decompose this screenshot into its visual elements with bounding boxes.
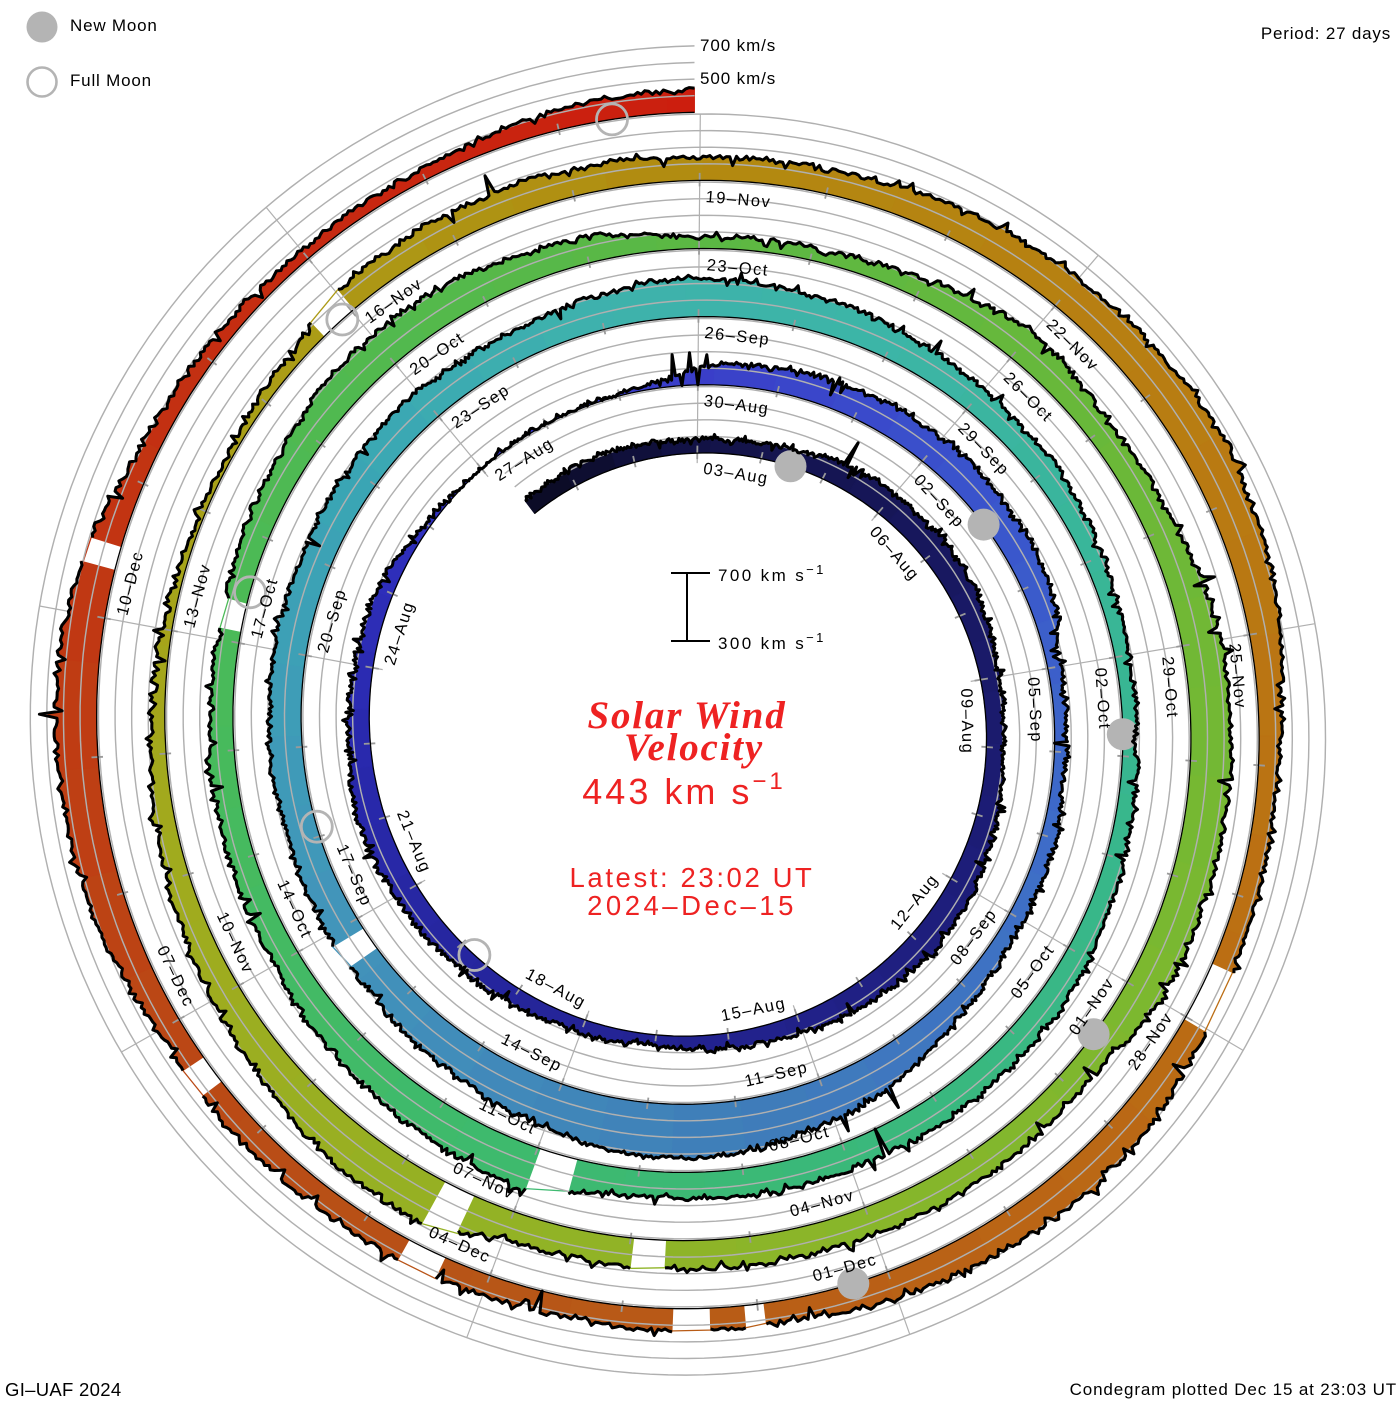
svg-text:2024–Dec–15: 2024–Dec–15 xyxy=(587,890,797,921)
svg-text:05–Sep: 05–Sep xyxy=(1024,677,1045,744)
svg-text:GI–UAF 2024: GI–UAF 2024 xyxy=(5,1379,121,1400)
svg-text:Velocity: Velocity xyxy=(624,726,764,769)
svg-text:Period: 27 days: Period: 27 days xyxy=(1261,24,1391,43)
svg-text:Full Moon: Full Moon xyxy=(70,71,152,90)
svg-text:700 km/s: 700 km/s xyxy=(700,36,776,55)
svg-text:500 km/s: 500 km/s xyxy=(700,69,776,88)
svg-text:Condegram plotted Dec 15 at 23: Condegram plotted Dec 15 at 23:03 UT xyxy=(1070,1380,1397,1399)
svg-text:New Moon: New Moon xyxy=(70,16,158,35)
svg-text:Latest: 23:02 UT: Latest: 23:02 UT xyxy=(570,862,815,893)
svg-text:09–Aug: 09–Aug xyxy=(957,688,976,754)
